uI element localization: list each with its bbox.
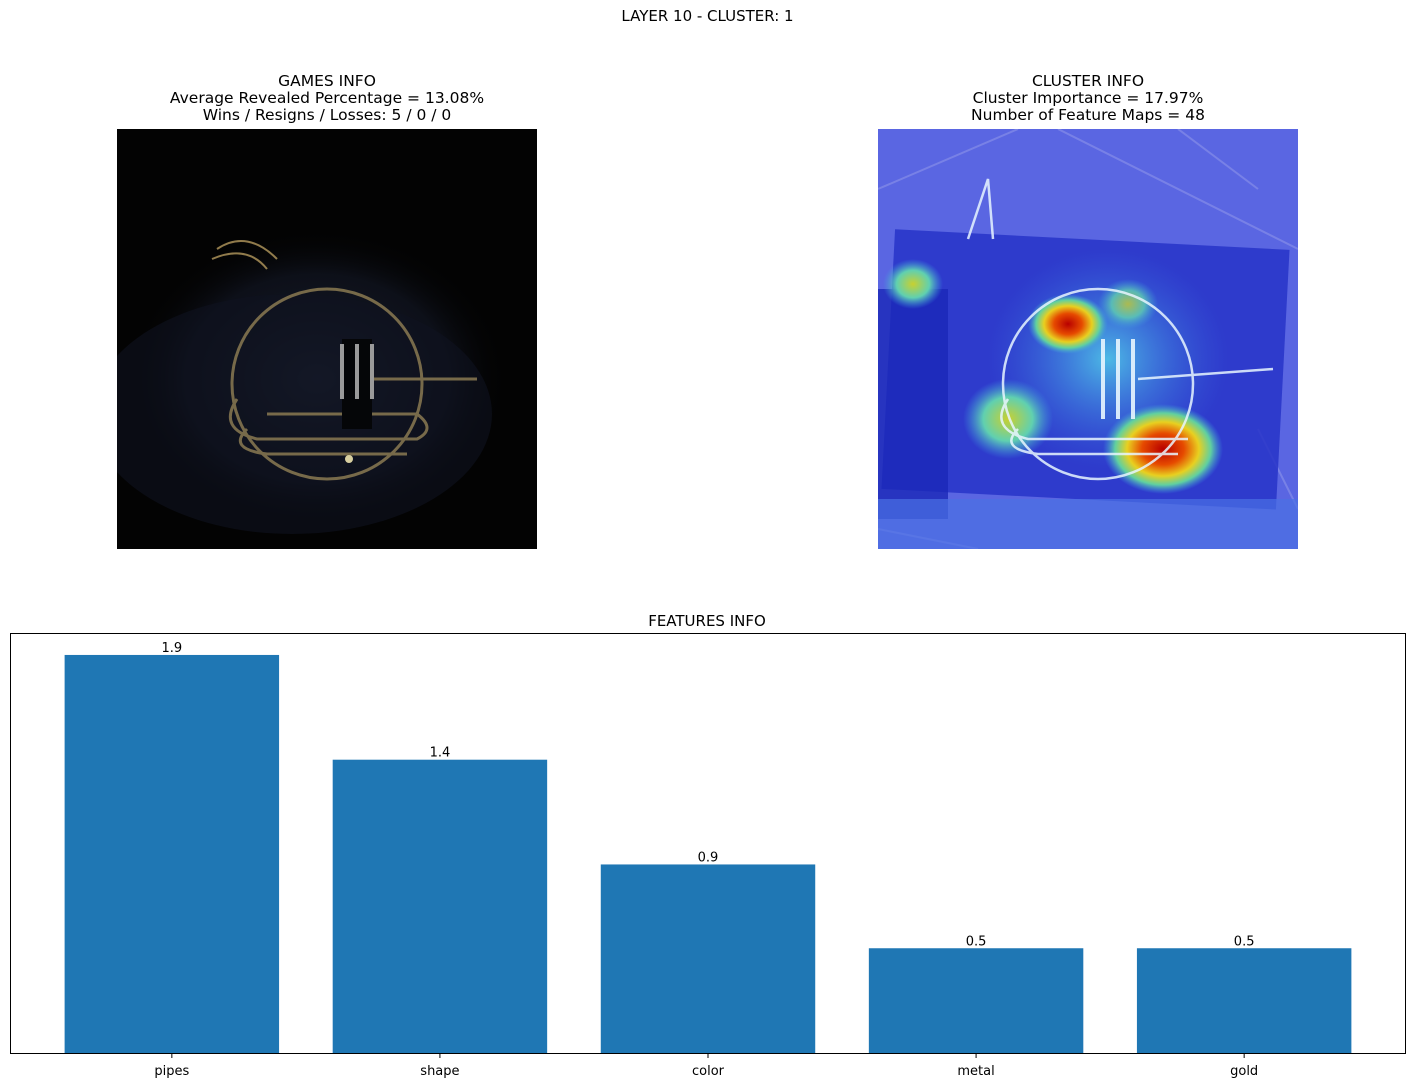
games-info-title: GAMES INFO — [278, 72, 376, 90]
bar-shape — [332, 759, 548, 1053]
value-label-pipes: 1.9 — [162, 641, 183, 656]
bar-gold — [1136, 948, 1352, 1053]
bar-color — [600, 864, 816, 1053]
revealed-image-svg — [117, 129, 537, 549]
cluster-heatmap-image — [878, 129, 1298, 549]
games-info-record: Wins / Resigns / Losses: 5 / 0 / 0 — [202, 106, 452, 124]
cluster-info-title: CLUSTER INFO — [1031, 72, 1145, 90]
cluster-info-feature-maps: Number of Feature Maps = 48 — [971, 106, 1205, 124]
bars-group — [64, 654, 1352, 1053]
cluster-heatmap-svg — [878, 129, 1298, 549]
value-label-shape: 1.4 — [430, 746, 451, 761]
games-info-title-block: GAMES INFO Average Revealed Percentage =… — [117, 73, 537, 124]
x-axis-ticks-group: pipes shape color metal gold — [154, 1053, 1258, 1079]
bar-metal — [868, 948, 1084, 1053]
x-tick-label-pipes: pipes — [154, 1064, 189, 1079]
value-label-metal: 0.5 — [966, 934, 987, 949]
x-tick-label-color: color — [692, 1064, 725, 1079]
value-label-gold: 0.5 — [1234, 934, 1255, 949]
value-label-color: 0.9 — [698, 850, 719, 865]
x-tick-label-metal: metal — [957, 1064, 994, 1079]
bar-pipes — [64, 654, 280, 1053]
figure-suptitle: LAYER 10 - CLUSTER: 1 — [621, 7, 794, 25]
value-labels-group: 1.9 1.4 0.9 0.5 0.5 — [162, 641, 1255, 949]
x-tick-label-shape: shape — [420, 1064, 459, 1079]
games-info-revealed: Average Revealed Percentage = 13.08% — [169, 89, 485, 107]
chart-title: FEATURES INFO — [648, 612, 766, 630]
x-tick-label-gold: gold — [1230, 1064, 1258, 1079]
cluster-info-importance: Cluster Importance = 17.97% — [972, 89, 1204, 107]
revealed-image — [117, 129, 537, 549]
features-bar-chart: FEATURES INFO 1.9 1.4 0.9 0.5 0.5 pipes shape… — [10, 612, 1406, 1079]
cluster-info-title-block: CLUSTER INFO Cluster Importance = 17.97%… — [878, 73, 1298, 124]
